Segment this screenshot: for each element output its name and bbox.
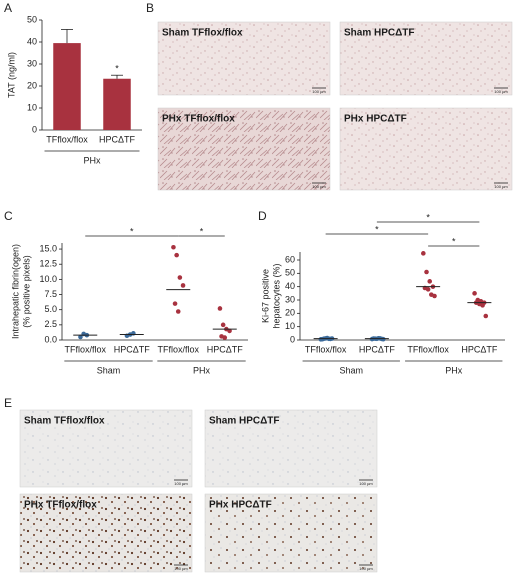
y-tick-label: 30: [285, 294, 295, 304]
bar: [53, 43, 81, 130]
y-tick-label: 15.0: [39, 243, 57, 253]
data-point: [480, 303, 485, 308]
y-tick-label: 10: [285, 321, 295, 331]
panel-letter: C: [4, 209, 13, 223]
group-label: PHx: [445, 365, 463, 375]
y-tick-label: 10.0: [39, 274, 57, 284]
data-point: [180, 283, 186, 288]
scale-label: 100 µm: [359, 566, 373, 571]
group-label: PHx: [193, 365, 211, 375]
y-tick-label: 40: [285, 281, 295, 291]
y-axis-label: Intrahepatic fibrin(ogen): [10, 244, 20, 339]
y-tick-label: 30: [27, 58, 37, 68]
data-point: [421, 251, 426, 256]
panel-letter: A: [4, 1, 12, 15]
y-tick-label: 50: [285, 268, 295, 278]
y-axis-label: (% positive pixels): [21, 255, 31, 328]
data-point: [227, 328, 232, 334]
data-point: [177, 275, 183, 280]
micrograph-label: Sham TFflox/flox: [24, 416, 105, 427]
y-tick-label: 20: [27, 80, 37, 90]
scale-label: 100 µm: [494, 184, 508, 189]
data-point: [175, 309, 181, 314]
data-point: [424, 269, 429, 275]
scale-label: 100 µm: [174, 481, 188, 486]
bar: [103, 78, 131, 130]
data-point: [217, 306, 223, 311]
data-point: [171, 244, 176, 250]
x-tick-label: HPCΔTF: [207, 344, 244, 354]
data-point: [432, 293, 437, 299]
scale-label: 100 µm: [359, 481, 373, 486]
y-tick-label: 10: [27, 102, 37, 112]
micrograph: [204, 409, 378, 488]
y-tick-label: 60: [285, 254, 295, 264]
group-label: PHx: [83, 155, 101, 165]
y-tick-label: 0: [290, 334, 295, 344]
x-tick-label: TFflox/flox: [157, 344, 199, 354]
x-tick-label: HPCΔTF: [99, 134, 136, 144]
scale-label: 100 µm: [494, 89, 508, 94]
micrograph: [157, 107, 331, 191]
y-tick-label: 20: [285, 308, 295, 318]
data-point: [483, 313, 489, 319]
micrograph-label: PHx TFflox/flox: [24, 500, 97, 511]
data-point: [380, 336, 386, 342]
data-point: [172, 301, 178, 306]
micrograph: [19, 493, 193, 573]
x-tick-label: HPCΔTF: [359, 344, 396, 354]
micrograph: [339, 107, 513, 191]
group-label: Sham: [339, 365, 363, 375]
data-point: [425, 287, 431, 292]
y-tick-label: 2.5: [44, 319, 57, 329]
y-axis-label: TAT (ng/ml): [6, 52, 16, 98]
micrograph: [157, 21, 331, 96]
significance-label: *: [375, 224, 379, 234]
micrograph-label: Sham HPCΔTF: [209, 416, 280, 427]
y-tick-label: 50: [27, 14, 37, 24]
x-tick-label: HPCΔTF: [461, 344, 498, 354]
scale-label: 100 µm: [312, 184, 326, 189]
y-tick-label: 7.5: [44, 289, 57, 299]
significance-label: *: [200, 226, 204, 236]
data-point: [78, 334, 83, 340]
data-point: [220, 322, 226, 328]
scale-label: 100 µm: [312, 89, 326, 94]
data-point: [472, 291, 477, 296]
micrograph-label: Sham TFflox/flox: [162, 28, 243, 39]
micrograph: [339, 21, 513, 96]
y-tick-label: 40: [27, 36, 37, 46]
x-tick-label: TFflox/flox: [407, 344, 449, 354]
x-tick-label: TFflox/flox: [46, 134, 88, 144]
group-label: Sham: [97, 365, 121, 375]
micrograph-label: PHx HPCΔTF: [209, 500, 272, 511]
y-tick-label: 12.5: [39, 259, 57, 269]
micrograph: [19, 409, 193, 488]
data-point: [427, 279, 433, 284]
x-tick-label: TFflox/flox: [305, 344, 347, 354]
panel-letter: E: [4, 396, 12, 410]
x-tick-label: TFflox/flox: [64, 344, 106, 354]
micrograph-label: Sham HPCΔTF: [344, 28, 415, 39]
panel-letter: D: [258, 209, 267, 223]
significance-label: *: [130, 226, 134, 236]
data-point: [222, 335, 228, 340]
y-axis-label: Ki-67 positive: [260, 269, 270, 323]
micrograph: [204, 493, 378, 573]
significance-label: *: [115, 64, 119, 74]
significance-label: *: [452, 236, 456, 246]
data-point: [174, 252, 179, 258]
micrograph-label: PHx TFflox/flox: [162, 114, 235, 125]
y-tick-label: 5.0: [44, 304, 57, 314]
micrograph-label: PHx HPCΔTF: [344, 114, 407, 125]
y-axis-label: hepatocytes (%): [271, 263, 281, 328]
significance-label: *: [426, 212, 430, 222]
y-tick-label: 0: [32, 124, 37, 134]
x-tick-label: HPCΔTF: [114, 344, 151, 354]
panel-letter: B: [146, 1, 154, 15]
y-tick-label: 0.0: [44, 334, 57, 344]
scale-label: 100 µm: [174, 566, 188, 571]
